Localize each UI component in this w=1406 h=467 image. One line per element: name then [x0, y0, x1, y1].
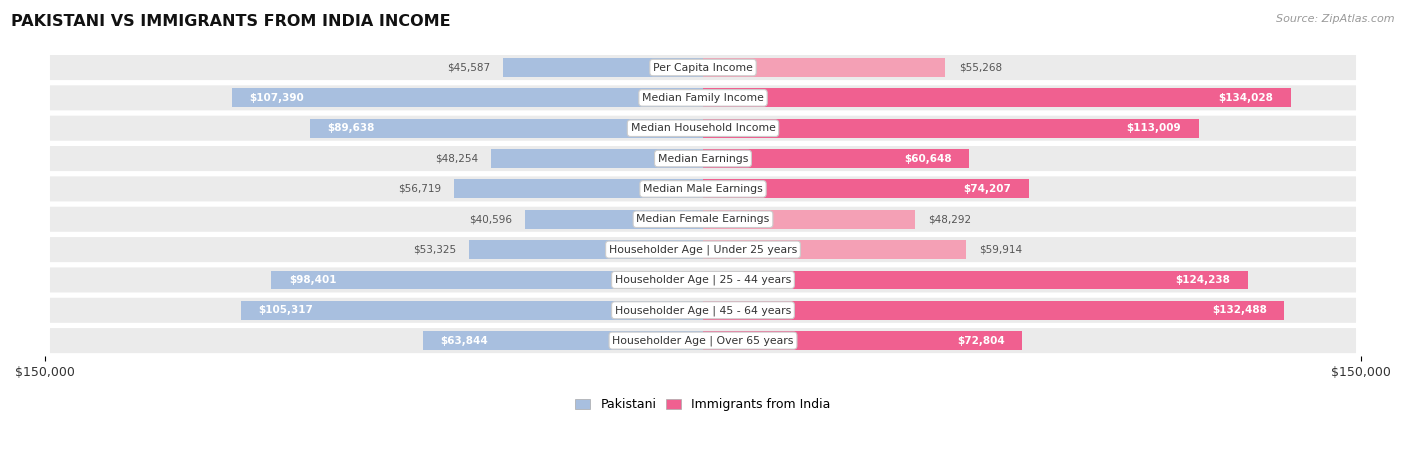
FancyBboxPatch shape: [703, 301, 1284, 320]
FancyBboxPatch shape: [703, 58, 945, 77]
Text: $134,028: $134,028: [1219, 93, 1274, 103]
Text: Source: ZipAtlas.com: Source: ZipAtlas.com: [1277, 14, 1395, 24]
Text: $59,914: $59,914: [979, 245, 1022, 255]
Text: $74,207: $74,207: [963, 184, 1011, 194]
FancyBboxPatch shape: [48, 144, 1358, 173]
FancyBboxPatch shape: [454, 179, 703, 198]
Text: $40,596: $40,596: [468, 214, 512, 224]
FancyBboxPatch shape: [48, 235, 1358, 264]
FancyBboxPatch shape: [503, 58, 703, 77]
FancyBboxPatch shape: [48, 296, 1358, 325]
FancyBboxPatch shape: [703, 240, 966, 259]
FancyBboxPatch shape: [240, 301, 703, 320]
FancyBboxPatch shape: [703, 119, 1199, 138]
Text: Median Earnings: Median Earnings: [658, 154, 748, 163]
Text: $45,587: $45,587: [447, 63, 489, 72]
Text: Median Female Earnings: Median Female Earnings: [637, 214, 769, 224]
FancyBboxPatch shape: [48, 84, 1358, 112]
FancyBboxPatch shape: [703, 210, 915, 229]
FancyBboxPatch shape: [48, 175, 1358, 203]
FancyBboxPatch shape: [232, 88, 703, 107]
FancyBboxPatch shape: [524, 210, 703, 229]
Text: $72,804: $72,804: [957, 336, 1005, 346]
Text: Median Family Income: Median Family Income: [643, 93, 763, 103]
FancyBboxPatch shape: [470, 240, 703, 259]
Text: Householder Age | 45 - 64 years: Householder Age | 45 - 64 years: [614, 305, 792, 316]
Text: $124,238: $124,238: [1175, 275, 1230, 285]
Text: $105,317: $105,317: [259, 305, 314, 315]
FancyBboxPatch shape: [703, 270, 1249, 290]
Text: Householder Age | Under 25 years: Householder Age | Under 25 years: [609, 244, 797, 255]
Text: $89,638: $89,638: [328, 123, 374, 133]
Text: Householder Age | Over 65 years: Householder Age | Over 65 years: [612, 335, 794, 346]
Legend: Pakistani, Immigrants from India: Pakistani, Immigrants from India: [571, 393, 835, 416]
Text: $132,488: $132,488: [1212, 305, 1267, 315]
Text: PAKISTANI VS IMMIGRANTS FROM INDIA INCOME: PAKISTANI VS IMMIGRANTS FROM INDIA INCOM…: [11, 14, 451, 29]
FancyBboxPatch shape: [271, 270, 703, 290]
Text: Median Household Income: Median Household Income: [630, 123, 776, 133]
FancyBboxPatch shape: [48, 326, 1358, 355]
FancyBboxPatch shape: [491, 149, 703, 168]
Text: $53,325: $53,325: [413, 245, 456, 255]
FancyBboxPatch shape: [703, 331, 1022, 350]
Text: $60,648: $60,648: [904, 154, 952, 163]
FancyBboxPatch shape: [48, 114, 1358, 142]
Text: $63,844: $63,844: [440, 336, 488, 346]
FancyBboxPatch shape: [703, 149, 969, 168]
Text: $48,292: $48,292: [928, 214, 972, 224]
Text: $107,390: $107,390: [249, 93, 304, 103]
FancyBboxPatch shape: [423, 331, 703, 350]
FancyBboxPatch shape: [48, 205, 1358, 234]
Text: $56,719: $56,719: [398, 184, 441, 194]
Text: Householder Age | 25 - 44 years: Householder Age | 25 - 44 years: [614, 275, 792, 285]
FancyBboxPatch shape: [48, 266, 1358, 294]
Text: $113,009: $113,009: [1126, 123, 1181, 133]
FancyBboxPatch shape: [703, 179, 1029, 198]
Text: $98,401: $98,401: [288, 275, 336, 285]
Text: Per Capita Income: Per Capita Income: [652, 63, 754, 72]
FancyBboxPatch shape: [48, 53, 1358, 82]
Text: Median Male Earnings: Median Male Earnings: [643, 184, 763, 194]
FancyBboxPatch shape: [703, 88, 1291, 107]
Text: $48,254: $48,254: [434, 154, 478, 163]
Text: $55,268: $55,268: [959, 63, 1001, 72]
FancyBboxPatch shape: [309, 119, 703, 138]
